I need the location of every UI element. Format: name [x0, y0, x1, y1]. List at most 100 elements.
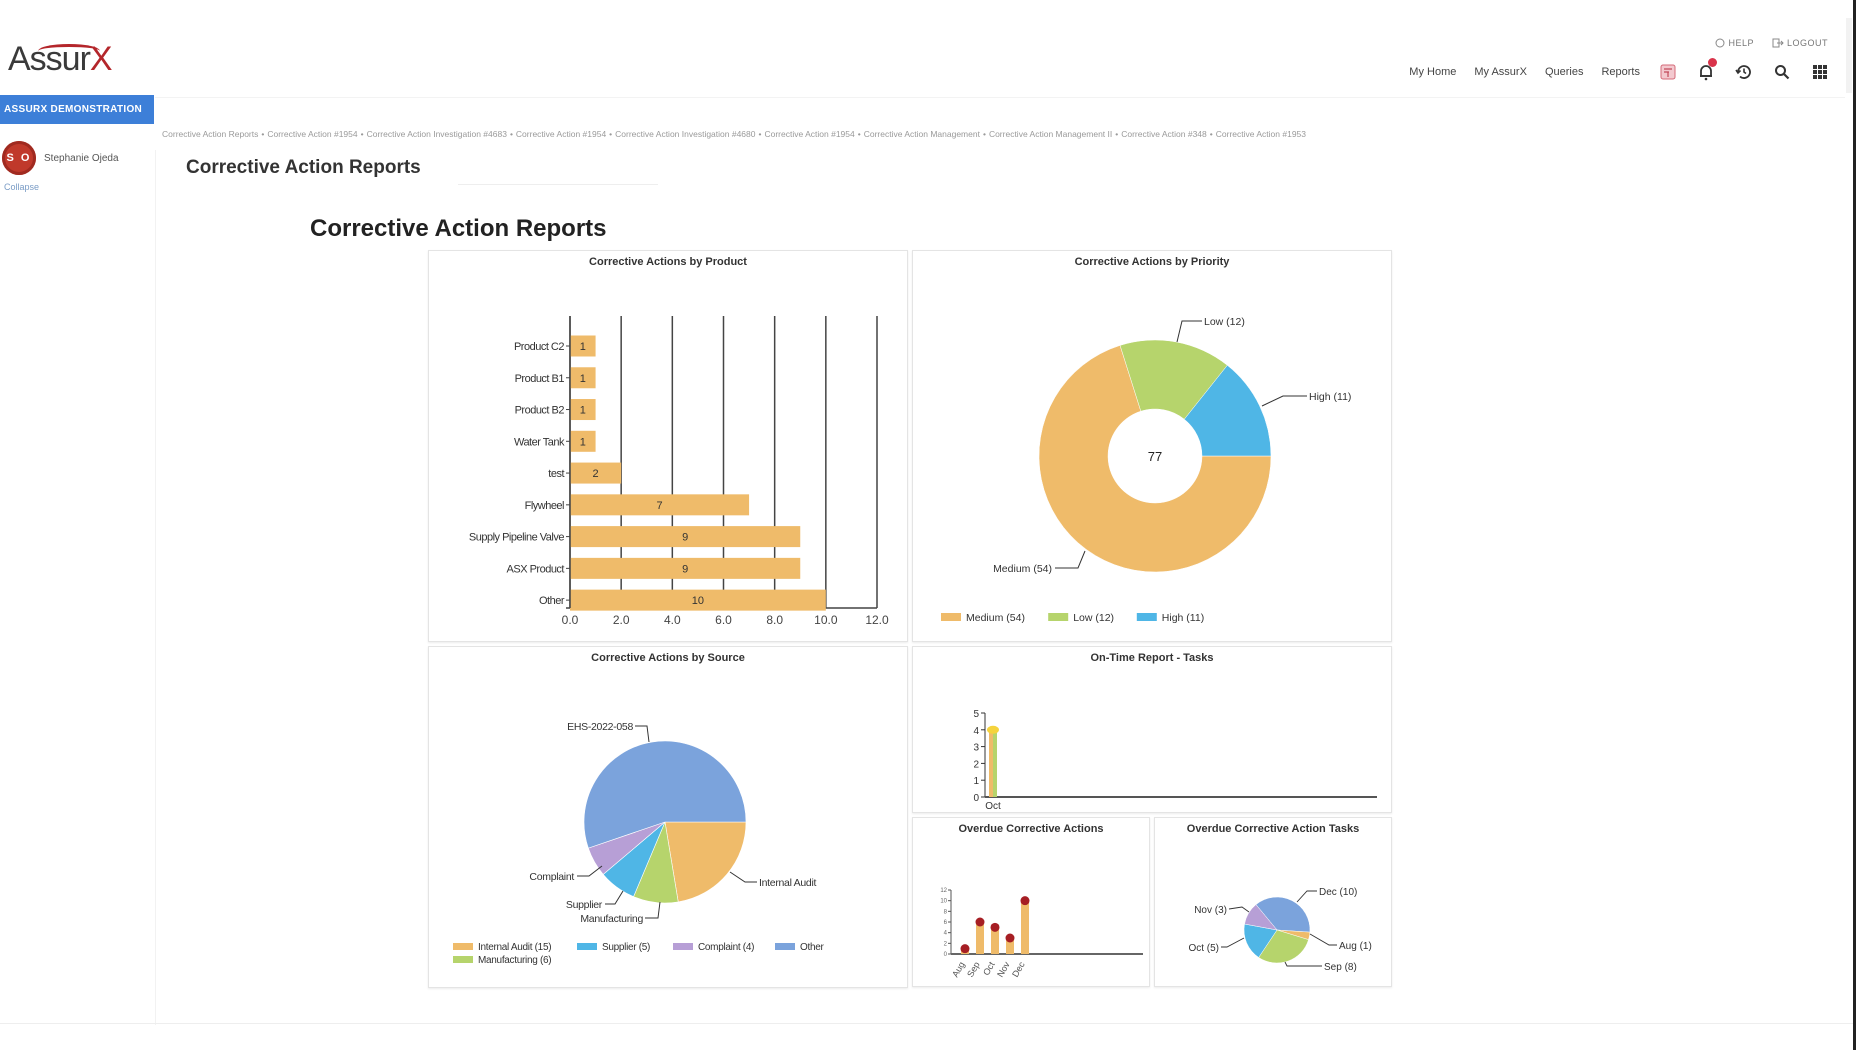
- leader-line: [1296, 890, 1317, 903]
- footer-divider: [0, 1023, 1853, 1024]
- user-profile[interactable]: S O Stephanie Ojeda: [2, 141, 119, 175]
- y-tick-label: 0: [944, 952, 948, 958]
- help-label: HELP: [1728, 38, 1754, 48]
- assurx-logo[interactable]: AssurX: [8, 40, 113, 79]
- breadcrumb-item[interactable]: Corrective Action Reports: [162, 129, 259, 139]
- scrollbar[interactable]: [1853, 0, 1856, 1050]
- breadcrumb-separator: •: [758, 129, 762, 139]
- y-tick-label: 12: [940, 888, 947, 894]
- bar: [976, 922, 984, 954]
- marker: [987, 725, 999, 734]
- chart-by-source: Internal Audit Manufacturing Supplier Compl…: [453, 721, 825, 966]
- bar: [993, 729, 997, 797]
- breadcrumb-item[interactable]: Corrective Action Management: [863, 129, 980, 139]
- nav-reports[interactable]: Reports: [1601, 66, 1640, 78]
- legend-swatch: [1136, 613, 1157, 621]
- y-tick-label: Product C2: [514, 341, 564, 353]
- help-link[interactable]: HELP: [1715, 38, 1754, 48]
- pie-slice: [583, 740, 747, 849]
- nav-my-home[interactable]: My Home: [1409, 66, 1457, 78]
- breadcrumb-separator: •: [857, 129, 861, 139]
- breadcrumb-item[interactable]: Corrective Action #1953: [1215, 129, 1306, 139]
- leader-line: [577, 865, 603, 877]
- panel-overdue-ca: Overdue Corrective Actions 0 2 4 6 8 10 12 Aug S…: [912, 817, 1150, 987]
- bar-value-label: 1: [580, 373, 586, 385]
- pie-slice: [664, 821, 747, 903]
- slice-label: Oct (5): [1188, 943, 1219, 954]
- bar-value-label: 1: [580, 405, 586, 417]
- x-tick-label: Sep: [965, 960, 982, 979]
- marker: [975, 917, 985, 927]
- breadcrumb-item[interactable]: Corrective Action #1954: [764, 129, 855, 139]
- notifications-icon[interactable]: [1696, 58, 1717, 82]
- leader-line: [1284, 961, 1322, 967]
- logout-label: LOGOUT: [1786, 38, 1828, 48]
- bar-value-label: 9: [682, 563, 688, 575]
- leader-line: [1176, 320, 1202, 343]
- y-tick-label: 2: [944, 941, 948, 947]
- legend-label: Manufacturing (6): [478, 955, 551, 966]
- slice-label: Dec (10): [1319, 887, 1357, 898]
- panel-overdue-tasks: Overdue Corrective Action Tasks Dec (10)…: [1154, 817, 1392, 987]
- y-tick-label: 3: [973, 743, 979, 754]
- bar-value-label: 1: [580, 341, 586, 353]
- bar: [570, 335, 596, 357]
- search-icon[interactable]: [1772, 62, 1792, 82]
- nav-queries[interactable]: Queries: [1544, 66, 1584, 78]
- help-icon: [1715, 38, 1725, 48]
- bar: [570, 494, 750, 516]
- collapse-link[interactable]: Collapse: [4, 182, 40, 192]
- breadcrumb-item[interactable]: Corrective Action Management II: [988, 129, 1113, 139]
- legend-label: Medium (54): [966, 612, 1025, 624]
- bar: [989, 729, 993, 797]
- marker: [1020, 896, 1030, 906]
- legend-swatch: [775, 943, 795, 950]
- panel-by-priority: Corrective Actions by Priority Medium (5…: [912, 250, 1392, 642]
- y-tick-label: 6: [944, 920, 948, 926]
- report-title: Corrective Action Reports: [310, 215, 607, 242]
- slice-label: High (11): [1309, 391, 1351, 403]
- logo-text: Assur: [8, 40, 91, 78]
- breadcrumb-item[interactable]: Corrective Action Investigation #4683: [366, 129, 507, 139]
- x-tick-label: 0.0: [562, 613, 579, 627]
- legend-swatch: [673, 943, 693, 950]
- user-name: Stephanie Ojeda: [44, 152, 119, 164]
- bar: [991, 927, 999, 954]
- bar-value-label: 10: [692, 595, 704, 607]
- x-tick-label: 8.0: [766, 613, 783, 627]
- x-tick-label: 2.0: [613, 613, 630, 627]
- calendar-icon[interactable]: [1658, 62, 1678, 82]
- y-tick-label: test: [548, 468, 564, 480]
- title-underline: [458, 184, 658, 185]
- nav-my-assurx[interactable]: My AssurX: [1474, 66, 1527, 78]
- breadcrumb-item[interactable]: Corrective Action Investigation #4680: [615, 129, 756, 139]
- chart-on-time: 0 1 2 3 4 5 Oct: [973, 709, 1377, 812]
- chart-overdue-tasks: Dec (10) Aug (1) Sep (8) Oct (5) Nov (3): [1188, 887, 1371, 973]
- bar: [570, 399, 596, 421]
- x-tick-label: 6.0: [715, 613, 732, 627]
- chart-title: Corrective Actions by Priority: [1074, 256, 1230, 268]
- bar: [570, 367, 596, 389]
- demonstration-button[interactable]: ASSURX DEMONSTRATION: [0, 95, 154, 124]
- header-divider: [155, 97, 1845, 98]
- chart-title: Corrective Actions by Source: [591, 652, 745, 664]
- breadcrumb-item[interactable]: Corrective Action #348: [1121, 129, 1207, 139]
- breadcrumb-item[interactable]: Corrective Action #1954: [267, 129, 358, 139]
- legend-label: Internal Audit (15): [478, 942, 551, 953]
- apps-grid-icon[interactable]: [1810, 62, 1830, 82]
- y-tick-label: 4: [944, 931, 948, 937]
- x-tick-label: Dec: [1010, 960, 1027, 979]
- x-tick-label: 10.0: [814, 613, 838, 627]
- bar: [570, 430, 596, 452]
- scrollbar-thumb[interactable]: [1846, 18, 1852, 93]
- x-tick-label: 4.0: [664, 613, 681, 627]
- breadcrumb-item[interactable]: Corrective Action #1954: [515, 129, 607, 139]
- leader-line: [1309, 933, 1337, 946]
- logo-x: X: [89, 40, 113, 78]
- panel-on-time: On-Time Report - Tasks 0 1 2 3 4 5 Oct: [912, 646, 1392, 813]
- marker: [990, 922, 1000, 932]
- y-tick-label: 2: [973, 759, 979, 770]
- logout-link[interactable]: LOGOUT: [1772, 38, 1828, 48]
- history-icon[interactable]: [1734, 62, 1754, 82]
